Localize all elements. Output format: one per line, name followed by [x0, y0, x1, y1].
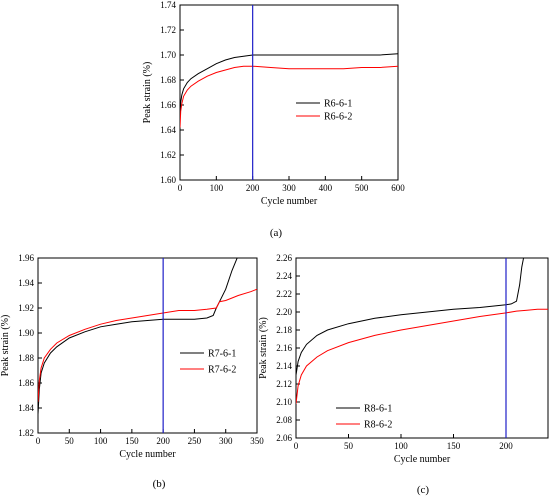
chart-panel-c: (c) 0 50 100 150 200 2.06 2.08 2.10 2.12 2.14 2.16…: [258, 253, 549, 496]
y-tick-label: 1.96: [18, 253, 34, 263]
x-tick-label: 100: [210, 183, 224, 193]
y-tick-label: 2.14: [276, 361, 292, 371]
y-tick-label: 1.62: [160, 150, 176, 160]
x-tick-label: 400: [319, 183, 333, 193]
plot-frame: [179, 4, 399, 181]
plot-frame: [37, 257, 258, 434]
x-tick-label: 500: [355, 183, 369, 193]
series-line-R8-6-2: [296, 308, 548, 404]
panel-label-a: (a): [270, 227, 283, 239]
legend-label-R7-6-1: R7-6-1: [208, 349, 236, 360]
y-tick-label: 2.20: [276, 307, 292, 317]
y-tick-label: 2.10: [276, 397, 292, 407]
y-tick-label: 1.66: [160, 100, 176, 110]
x-tick-label: 0: [294, 441, 299, 451]
legend-label-R8-6-1: R8-6-1: [364, 404, 392, 415]
x-tick-label: 0: [36, 436, 41, 446]
x-tick-label: 100: [94, 436, 108, 446]
y-tick-label: 1.64: [160, 125, 176, 135]
panel-label-b: (b): [153, 478, 166, 490]
y-axis-label: Peak strain (%): [0, 315, 11, 377]
y-tick-label: 2.18: [276, 325, 292, 335]
chart-panel-a: (a) 0 100 200 300 400 500 600 1.60 1.62 1.64 1.66 1…: [142, 0, 405, 239]
y-tick-label: 1.92: [18, 303, 34, 313]
x-tick-label: 200: [499, 441, 513, 451]
y-tick-label: 2.12: [276, 379, 292, 389]
x-tick-label: 150: [125, 436, 139, 446]
x-tick-label: 600: [391, 183, 405, 193]
y-tick-label: 2.24: [276, 271, 292, 281]
series-line-R7-6-2: [38, 288, 257, 402]
series-line-R6-6-1: [180, 53, 398, 118]
y-axis-label: Peak strain (%): [258, 317, 269, 379]
legend-label-R7-6-2: R7-6-2: [208, 365, 236, 376]
x-tick-label: 250: [188, 436, 202, 446]
y-tick-label: 1.84: [18, 403, 34, 413]
y-tick-label: 2.06: [276, 433, 292, 443]
y-tick-label: 1.94: [18, 278, 34, 288]
y-tick-label: 2.22: [276, 289, 292, 299]
y-tick-label: 2.26: [276, 253, 292, 263]
y-tick-label: 1.68: [160, 75, 176, 85]
y-tick-label: 1.74: [160, 0, 176, 10]
x-tick-label: 200: [246, 183, 260, 193]
y-tick-label: 1.82: [18, 428, 34, 438]
y-tick-label: 1.88: [18, 353, 34, 363]
y-tick-label: 1.86: [18, 378, 34, 388]
x-tick-label: 100: [394, 441, 408, 451]
legend-label-R6-6-2: R6-6-2: [324, 112, 352, 123]
y-tick-label: 1.90: [18, 328, 34, 338]
legend-label-R6-6-1: R6-6-1: [324, 99, 352, 110]
x-tick-label: 0: [178, 183, 183, 193]
y-tick-label: 1.70: [160, 50, 176, 60]
x-tick-label: 50: [344, 441, 354, 451]
y-tick-label: 2.16: [276, 343, 292, 353]
y-axis-label: Peak strain (%): [142, 62, 153, 124]
x-tick-label: 200: [156, 436, 170, 446]
y-tick-label: 2.08: [276, 415, 292, 425]
x-axis-label: Cycle number: [261, 196, 318, 207]
x-tick-label: 300: [282, 183, 296, 193]
series-line-R6-6-2: [180, 65, 398, 128]
legend-label-R8-6-2: R8-6-2: [364, 420, 392, 431]
series-line-R7-6-1: [38, 258, 238, 415]
y-tick-label: 1.72: [160, 25, 176, 35]
x-axis-label: Cycle number: [119, 449, 176, 460]
x-tick-label: 50: [65, 436, 75, 446]
chart-panel-b: (b) 0 50 100 150 200 250 300 350 1.82 1.84 1.86 1.8…: [0, 253, 264, 490]
x-tick-label: 350: [250, 436, 264, 446]
x-axis-label: Cycle number: [394, 454, 451, 465]
x-tick-label: 300: [219, 436, 233, 446]
x-tick-label: 150: [447, 441, 461, 451]
y-tick-label: 1.60: [160, 175, 176, 185]
series-line-R8-6-1: [296, 258, 525, 376]
panel-label-c: (c): [417, 484, 430, 496]
